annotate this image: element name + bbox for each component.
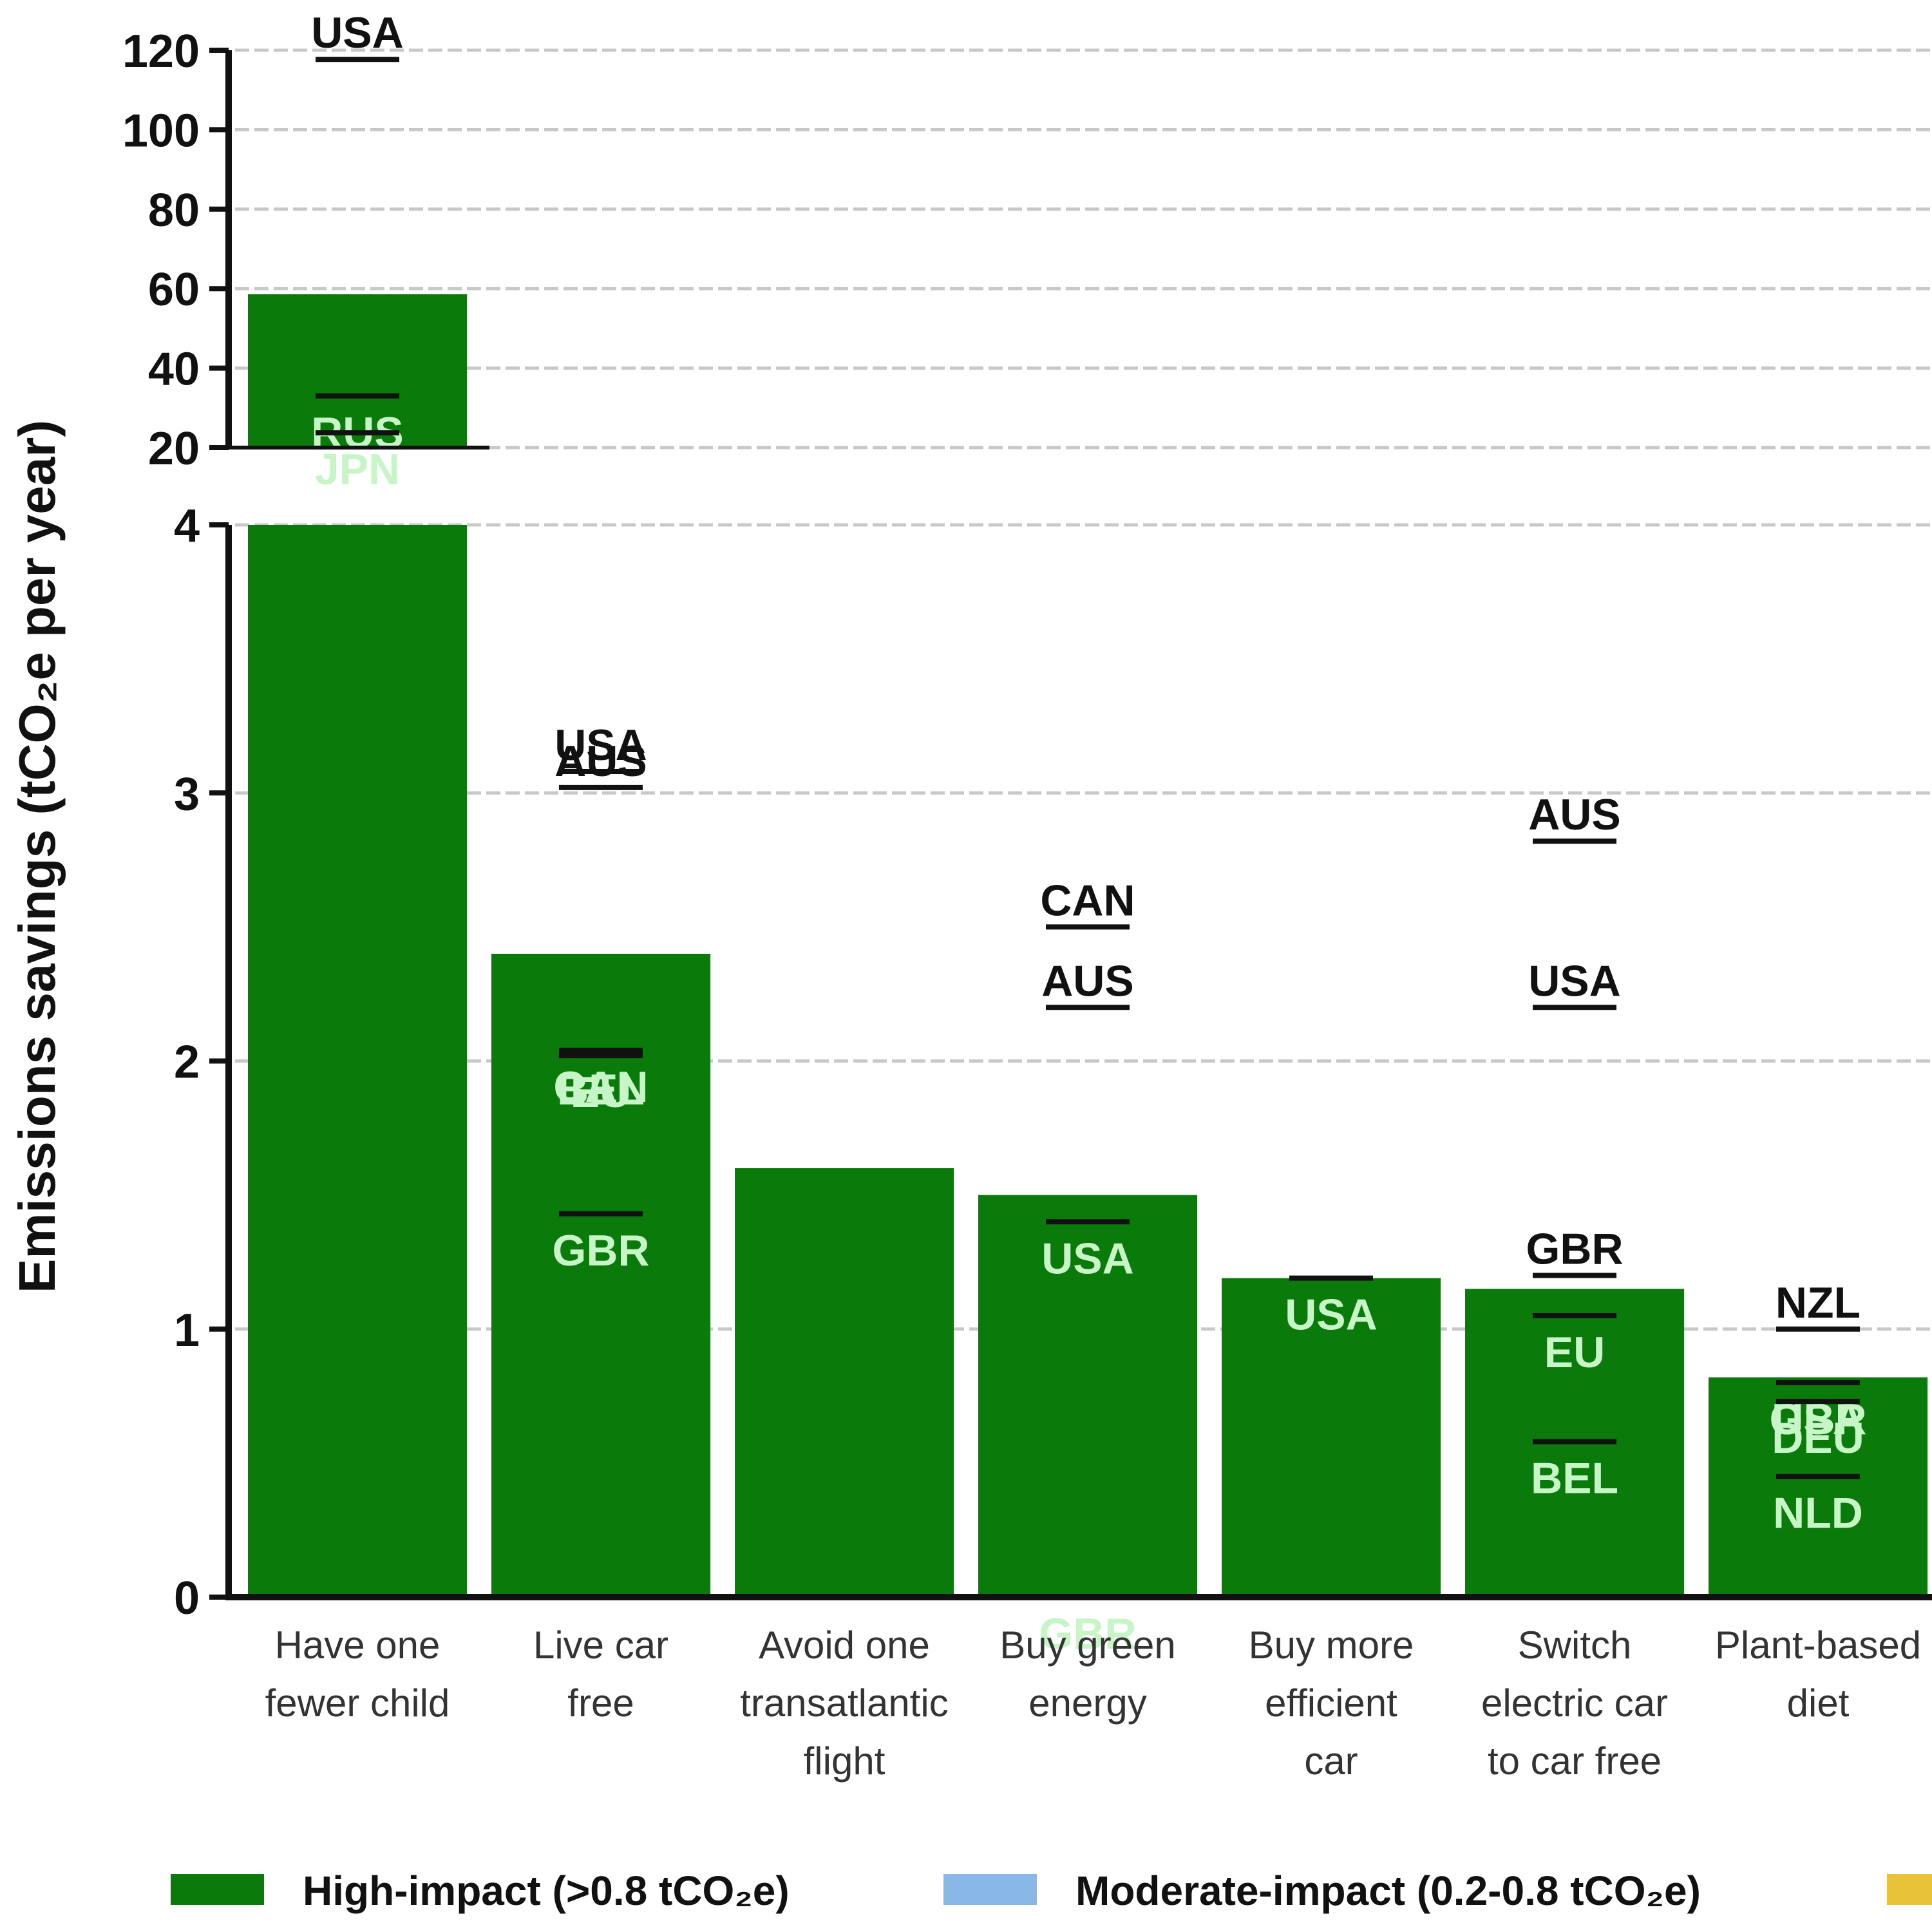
legend-swatch [171, 1874, 264, 1905]
bars [248, 294, 1927, 1597]
y-tick-label: 60 [148, 264, 200, 316]
country-label: BEL [1531, 1454, 1618, 1503]
country-label: AUS [1528, 790, 1621, 839]
legend: High-impact (>0.8 tCO₂e) Moderate-impact … [171, 1868, 1932, 1914]
legend-label: High-impact (>0.8 tCO₂e) [303, 1868, 790, 1914]
y-tick-label: 40 [148, 344, 200, 395]
country-label: GBR [1526, 1225, 1623, 1274]
category-label: Switch electric car to car free [1481, 1624, 1668, 1783]
bar [1709, 1377, 1927, 1597]
legend-label: Moderate-impact (0.2-0.8 tCO₂e) [1075, 1868, 1701, 1914]
y-tick-label: 120 [122, 26, 200, 77]
category-label: Avoid one transatlantic flight [740, 1624, 949, 1783]
category-label: Have one fewer child [265, 1624, 450, 1725]
y-axis-label: Emissions savings (tCO₂e per year) [8, 420, 66, 1293]
country-label: USA [1528, 956, 1621, 1005]
country-label: USA [311, 8, 404, 57]
bar [978, 1195, 1197, 1597]
country-label: NLD [1773, 1489, 1863, 1538]
bar [248, 525, 467, 1597]
country-label: AUS [1041, 956, 1134, 1005]
country-label: GBR [552, 1226, 649, 1275]
legend-swatch [1887, 1874, 1932, 1905]
category-label: Buy more efficient car [1249, 1624, 1414, 1783]
country-label: CAN [1040, 876, 1135, 925]
y-tick-label: 1 [174, 1305, 200, 1356]
category-label: Live car free [533, 1624, 668, 1725]
y-tick-label: 0 [174, 1573, 200, 1624]
country-label: CAN [553, 1063, 648, 1112]
y-tick-label: 80 [148, 185, 200, 236]
y-tick-label: 2 [174, 1037, 200, 1088]
country-label: EU [571, 1068, 631, 1117]
country-label: USA [1285, 1291, 1378, 1340]
country-label: JPN [315, 445, 400, 494]
bar [735, 1168, 954, 1597]
category-label: Plant-based diet [1715, 1624, 1921, 1725]
country-label: USA [1041, 1234, 1134, 1283]
country-label: GBR [1039, 1609, 1136, 1658]
legend-swatch [943, 1874, 1037, 1905]
country-label: DEU [1772, 1414, 1864, 1463]
y-axis: 0 1 2 3 4 20 40 60 80 100 120 [122, 26, 1932, 1624]
gridlines [235, 48, 1932, 1331]
country-markers: USARUSJPNUSAAUSCANBELEUGBRCANAUSUSAGBRUS… [311, 8, 1866, 1658]
y-tick-label: 3 [174, 768, 200, 820]
bar [1222, 1278, 1441, 1597]
bar-upper-segment [248, 294, 467, 448]
country-label: USA [554, 721, 647, 770]
country-label: AUS [554, 737, 647, 786]
country-label: EU [1544, 1328, 1605, 1377]
country-label: BEL [557, 1065, 645, 1114]
category-label: Buy green energy [999, 1624, 1176, 1725]
y-tick-label: 100 [122, 105, 200, 156]
y-tick-label: 4 [174, 500, 200, 552]
bar [491, 954, 710, 1597]
x-axis-labels: Have one fewer child Live car free Avoid one… [265, 1624, 1922, 1783]
country-label: NZL [1776, 1278, 1861, 1327]
y-tick-label: 20 [148, 423, 200, 475]
